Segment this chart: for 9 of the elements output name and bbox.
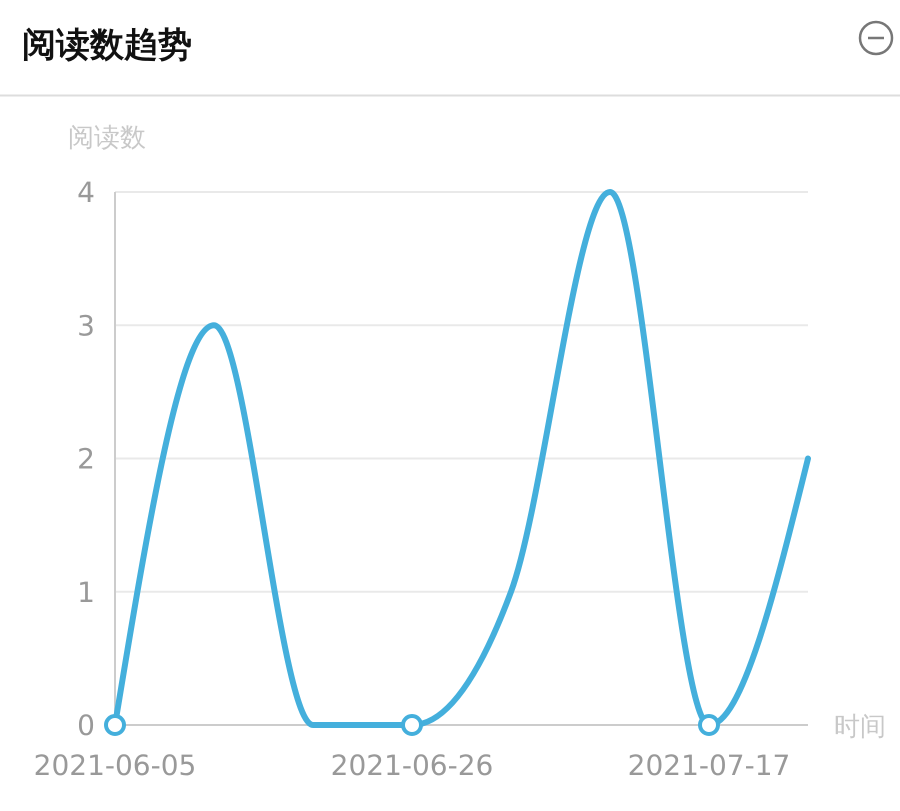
x-tick-label: 2021-07-17	[628, 749, 790, 782]
y-tick-label: 3	[77, 309, 95, 342]
y-tick-label: 4	[77, 176, 95, 209]
x-tick-label: 2021-06-26	[330, 749, 494, 782]
chart-title: 阅读数趋势	[22, 25, 192, 65]
x-tick-label: 2021-06-05	[34, 749, 196, 782]
y-tick-label: 1	[77, 576, 95, 609]
y-tick-label: 0	[77, 709, 95, 742]
y-tick-label: 2	[77, 442, 95, 476]
